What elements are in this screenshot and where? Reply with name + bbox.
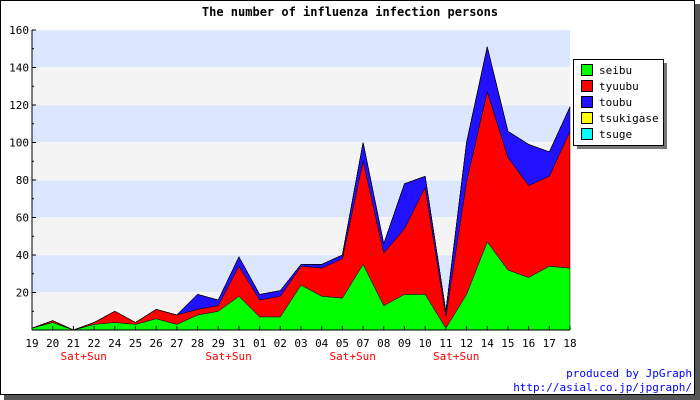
legend-swatch-seibu <box>581 64 593 76</box>
y-tick-label: 140 <box>9 62 29 75</box>
x-tick-label: 29 <box>212 337 225 350</box>
x-tick-label: 04 <box>315 337 329 350</box>
x-tick-label: 21 <box>67 337 80 350</box>
series-area-tsuge <box>31 46 571 331</box>
x-tick-label: 14 <box>481 337 495 350</box>
x-tick-label: 02 <box>274 337 287 350</box>
legend-swatch-tsuge <box>581 128 593 140</box>
x-tick-label: 07 <box>356 337 369 350</box>
y-tick-label: 20 <box>16 287 29 300</box>
legend-items: seibu tyuubu toubu tsukigase tsuge <box>581 64 659 141</box>
legend-label-tsukigase: tsukigase <box>599 112 659 125</box>
x-tick-label: 03 <box>294 337 307 350</box>
weekend-label: Sat+Sun <box>330 350 376 363</box>
x-tick-label: 12 <box>460 337 473 350</box>
weekend-label: Sat+Sun <box>61 350 107 363</box>
y-tick-label: 120 <box>9 99 29 112</box>
x-tick-label: 15 <box>501 337 514 350</box>
y-tick-label: 60 <box>16 212 29 225</box>
weekend-labels: Sat+Sun Sat+Sun Sat+Sun Sat+Sun <box>61 350 480 363</box>
x-tick-label: 16 <box>522 337 535 350</box>
x-tick-label: 27 <box>170 337 183 350</box>
x-tick-label: 01 <box>253 337 266 350</box>
y-tick-label: 80 <box>16 174 29 187</box>
credit-line-1: produced by JpGraph <box>566 367 692 380</box>
x-axis: 19 20 21 22 24 25 26 27 28 29 31 01 02 03 04 05 07 08 09 10… <box>25 326 577 350</box>
legend: seibu tyuubu toubu tsukigase tsuge <box>573 59 667 149</box>
x-tick-label: 17 <box>543 337 556 350</box>
weekend-label: Sat+Sun <box>205 350 251 363</box>
x-tick-label: 08 <box>377 337 390 350</box>
y-axis: 20 40 60 80 100 120 140 160 <box>9 24 36 330</box>
credit-line-2: http://asial.co.jp/jpgraph/ <box>513 381 692 394</box>
y-tick-label: 40 <box>16 249 29 262</box>
x-tick-label: 19 <box>25 337 38 350</box>
y-tick-label: 160 <box>9 24 29 37</box>
weekend-label: Sat+Sun <box>433 350 479 363</box>
chart-title: The number of influenza infection person… <box>202 5 498 19</box>
legend-label-seibu: seibu <box>599 64 632 77</box>
x-tick-label: 31 <box>232 337 245 350</box>
legend-label-toubu: toubu <box>599 96 632 109</box>
x-tick-label: 20 <box>46 337 59 350</box>
x-tick-label: 10 <box>419 337 432 350</box>
legend-swatch-toubu <box>581 96 593 108</box>
legend-label-tyuubu: tyuubu <box>599 80 639 93</box>
x-tick-label: 28 <box>191 337 204 350</box>
x-tick-label: 24 <box>108 337 122 350</box>
x-tick-label: 18 <box>563 337 576 350</box>
x-tick-label: 09 <box>398 337 411 350</box>
legend-swatch-tsukigase <box>581 112 593 124</box>
x-tick-label: 26 <box>150 337 163 350</box>
grid-band <box>32 30 570 68</box>
legend-swatch-tyuubu <box>581 80 593 92</box>
x-tick-label: 05 <box>336 337 349 350</box>
legend-label-tsuge: tsuge <box>599 128 632 141</box>
x-tick-label: 22 <box>87 337 100 350</box>
y-tick-label: 100 <box>9 137 29 150</box>
x-tick-label: 11 <box>439 337 452 350</box>
x-tick-label: 25 <box>129 337 142 350</box>
